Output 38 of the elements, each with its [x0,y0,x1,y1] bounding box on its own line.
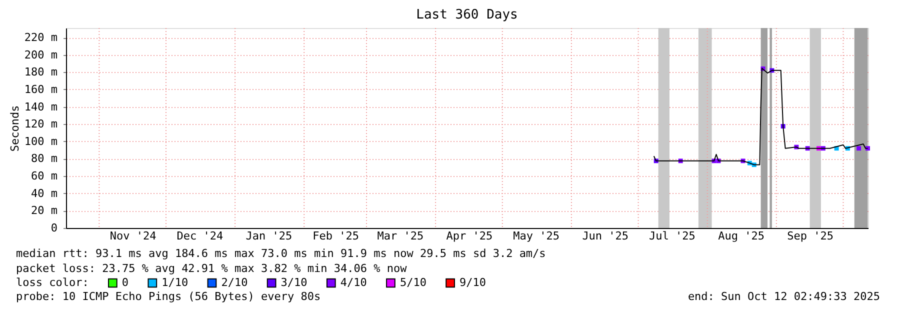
y-tick-label: 220 m [24,31,58,44]
text: packet loss: 23.75 % avg 42.91 % max 3.82 % min 34.06 % now [16,262,408,275]
x-tick-label: May '25 [513,230,560,242]
y-tick-label: 80 m [31,152,58,166]
y-tick-label: 120 m [24,118,58,131]
legend-label: 3/10 [280,276,308,289]
x-tick-label: Jul '25 [649,230,696,242]
chart-title: Last 360 Days [416,8,518,22]
x-tick-label: Mar '25 [377,230,424,242]
y-tick-label: 100 m [24,134,58,148]
y-tick-label: 200 m [24,48,58,62]
legend-label: 9/10 [460,276,486,289]
x-tick-label: Feb '25 [312,230,359,242]
legend-label: 1/10 [162,276,188,289]
legend-label: 2/10 [221,276,248,289]
x-tick-label: Nov '24 [110,230,157,242]
y-tick-label: 60 m [31,170,58,183]
y-axis-title: Seconds [8,105,22,152]
x-tick-label: Dec '24 [176,230,224,242]
y-tick-label: 180 m [24,66,58,79]
y-tick-label: 160 m [24,82,58,96]
text: probe: 10 ICMP Echo Pings (56 Bytes) every 80s [16,290,321,303]
legend-label: 4/10 [340,276,367,289]
y-tick-label: 40 m [31,186,58,200]
x-tick-label: Aug '25 [718,230,764,242]
y-tick-label: 0 [50,222,58,234]
x-tick-label: Apr '25 [446,230,493,242]
x-tick-label: Sep '25 [787,230,834,242]
legend-title: loss color: [16,276,89,289]
text: end: Sun Oct 12 02:49:33 2025 [688,290,880,303]
x-tick-label: Jun '25 [582,230,629,242]
x-tick-label: Jan '25 [246,230,292,242]
legend-label: 5/10 [400,276,426,289]
y-tick-label: 20 m [31,204,58,218]
point [856,146,862,151]
y-tick-label: 140 m [24,100,58,114]
legend-label: 0 [122,276,129,289]
text: median rtt: 93.1 ms avg 184.6 ms max 73.0 ms min 91.9 ms now 29.5 ms sd 3.2 am/s [16,247,546,260]
